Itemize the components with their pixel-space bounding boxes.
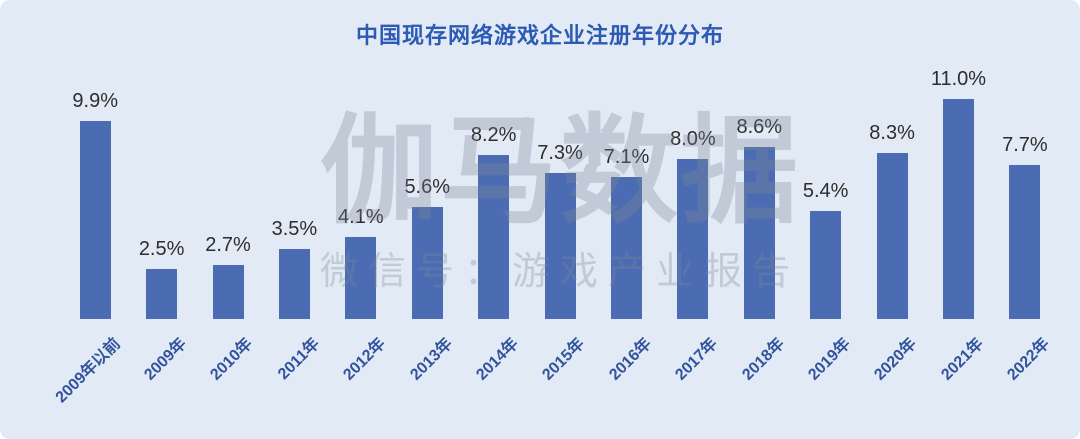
x-axis-label: 2012年 [340,335,390,384]
x-axis-label: 2019年 [805,335,854,384]
bar [411,207,443,319]
x-axis-label: 2015年 [539,335,589,384]
x-axis-labels: 2009年以前 2009年 2010年 2011年 2012年 2013年 2014年 201… [52,319,1058,439]
bar [743,147,775,319]
x-axis-label: 2018年 [738,335,788,384]
x-axis-label: 2011年 [274,335,323,384]
bar [876,153,908,319]
bar-slot: 2.7% [195,0,261,319]
bar-value-label: 2.7% [205,234,251,256]
bars-container: 9.9% 2.5% 2.7% 3.5% 4.1% 5.6% 8.2% 7.3% 7.1% 8.0%… [62,0,1058,319]
bar [478,155,510,319]
x-axis-label: 2016年 [606,335,655,384]
x-axis-label: 2010年 [207,335,257,384]
bar-slot: 3.5% [261,0,327,319]
x-axis-label: 2021年 [938,335,987,384]
bar [942,99,974,319]
bar-slot: 7.3% [527,0,593,319]
bar-slot: 11.0% [925,0,991,319]
bar-value-label: 3.5% [271,218,318,240]
bar [610,177,642,319]
bar-slot: 9.9% [62,0,128,319]
plot-area: 9.9% 2.5% 2.7% 3.5% 4.1% 5.6% 8.2% 7.3% 7.1% 8.0%… [62,0,1058,319]
bar [1009,165,1041,319]
bar-value-label: 2.5% [138,238,185,260]
bar [146,269,178,319]
bar [345,237,377,319]
bar-slot: 8.0% [660,0,726,319]
bar-value-label: 5.4% [802,180,849,202]
bar-slot: 2.5% [128,0,194,319]
bar-value-label: 8.0% [670,128,716,150]
x-axis-label: 2014年 [473,335,522,384]
bar [677,159,709,319]
bar [810,211,842,319]
bar-value-label: 9.9% [72,90,118,112]
x-axis-label: 2017年 [672,335,722,384]
bar [79,121,111,319]
x-axis-label: 2013年 [406,335,456,384]
bar-value-label: 8.6% [736,116,783,138]
bar-slot: 8.2% [460,0,526,319]
bar-value-label: 7.3% [537,142,583,164]
x-axis-label: 2009年以前 [52,335,124,407]
bar-slot: 5.6% [394,0,460,319]
bar-slot: 7.7% [992,0,1058,319]
bar-value-label: 7.1% [603,146,650,168]
bar-slot: 5.4% [792,0,858,319]
bar-value-label: 8.2% [470,124,517,146]
x-axis-label: 2022年 [1004,335,1054,384]
bar [544,173,576,319]
bar [278,249,310,319]
bar-value-label: 11.0% [930,68,987,90]
bar-value-label: 7.7% [1002,134,1048,156]
bar-slot: 8.6% [726,0,792,319]
bar [212,265,244,319]
bar-slot: 8.3% [859,0,925,319]
bar-value-label: 4.1% [338,206,384,228]
bar-value-label: 5.6% [404,176,451,198]
bar-slot: 7.1% [593,0,659,319]
x-axis-label: 2020年 [871,335,921,384]
x-axis-label: 2009年 [141,335,190,384]
bar-slot: 4.1% [328,0,394,319]
chart-title: 中国现存网络游戏企业注册年份分布 [355,23,724,48]
bar-value-label: 8.3% [869,122,915,144]
